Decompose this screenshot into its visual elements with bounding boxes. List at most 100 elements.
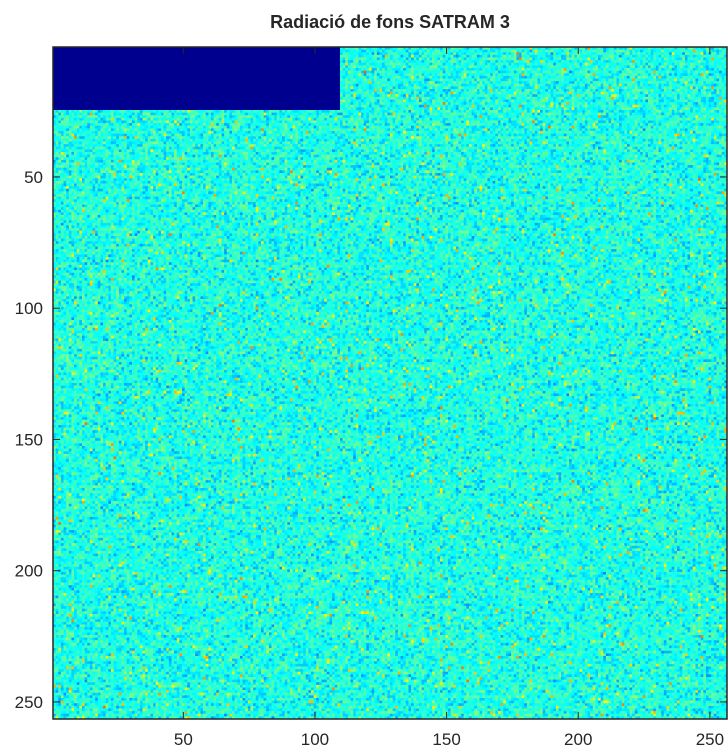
- heatmap-cell: [182, 65, 185, 68]
- heatmap-cell: [82, 55, 85, 58]
- heatmap-cell: [445, 55, 448, 58]
- heatmap-cell: [635, 58, 638, 61]
- heatmap-cell: [116, 63, 119, 66]
- heatmap-cell: [66, 63, 69, 66]
- heatmap-cell: [356, 60, 359, 63]
- heatmap-cell: [108, 65, 111, 68]
- heatmap-cell: [58, 63, 61, 66]
- heatmap-cell: [469, 52, 472, 55]
- heatmap-cell: [477, 65, 480, 68]
- heatmap-cell: [300, 63, 303, 66]
- heatmap-cell: [714, 60, 717, 63]
- heatmap-cell: [648, 63, 651, 66]
- heatmap-cell: [206, 63, 209, 66]
- heatmap-cell: [111, 50, 114, 53]
- heatmap-cell: [90, 55, 93, 58]
- heatmap-cell: [227, 50, 230, 53]
- heatmap-cell: [274, 58, 277, 61]
- heatmap-cell: [295, 60, 298, 63]
- heatmap-cell: [574, 65, 577, 68]
- heatmap-cell: [261, 52, 264, 55]
- heatmap-cell: [403, 68, 406, 71]
- heatmap-cell: [240, 50, 243, 53]
- heatmap-cell: [545, 52, 548, 55]
- heatmap-cell: [429, 68, 432, 71]
- heatmap-cell: [277, 58, 280, 61]
- heatmap-cell: [624, 55, 627, 58]
- heatmap-cell: [308, 50, 311, 53]
- heatmap-cell: [200, 50, 203, 53]
- heatmap-cell: [559, 63, 562, 66]
- heatmap-cell: [532, 55, 535, 58]
- heatmap-cell: [171, 55, 174, 58]
- heatmap-cell: [227, 65, 230, 68]
- heatmap-cell: [245, 65, 248, 68]
- heatmap-cell: [79, 60, 82, 63]
- heatmap-cell: [674, 52, 677, 55]
- heatmap-cell: [266, 65, 269, 68]
- heatmap-cell: [366, 65, 369, 68]
- heatmap-cell: [458, 55, 461, 58]
- heatmap-cell: [174, 68, 177, 71]
- heatmap-cell: [711, 58, 714, 61]
- heatmap-cell: [424, 55, 427, 58]
- heatmap-cell: [690, 50, 693, 53]
- heatmap-cell: [387, 52, 390, 55]
- heatmap-cell: [348, 58, 351, 61]
- heatmap-cell: [477, 50, 480, 53]
- heatmap-cell: [690, 65, 693, 68]
- heatmap-cell: [114, 68, 117, 71]
- heatmap-cell: [603, 55, 606, 58]
- heatmap-cell: [345, 55, 348, 58]
- heatmap-cell: [559, 58, 562, 61]
- heatmap-cell: [298, 55, 301, 58]
- heatmap-cell: [364, 60, 367, 63]
- heatmap-cell: [677, 52, 680, 55]
- heatmap-cell: [498, 65, 501, 68]
- heatmap-cell: [640, 65, 643, 68]
- heatmap-cell: [622, 65, 625, 68]
- heatmap-cell: [90, 58, 93, 61]
- heatmap-cell: [711, 50, 714, 53]
- heatmap-cell: [666, 63, 669, 66]
- heatmap-cell: [401, 55, 404, 58]
- heatmap-cell: [232, 55, 235, 58]
- heatmap-cell: [709, 58, 712, 61]
- heatmap-cell: [277, 65, 280, 68]
- heatmap-cell: [295, 58, 298, 61]
- heatmap-cell: [611, 52, 614, 55]
- heatmap-cell: [490, 55, 493, 58]
- heatmap-cell: [456, 68, 459, 71]
- heatmap-cell: [422, 68, 425, 71]
- heatmap-cell: [145, 68, 148, 71]
- heatmap-cell: [659, 52, 662, 55]
- heatmap-cell: [622, 60, 625, 63]
- heatmap-cell: [243, 58, 246, 61]
- heatmap-cell: [477, 58, 480, 61]
- heatmap-cell: [414, 55, 417, 58]
- heatmap-cell: [532, 60, 535, 63]
- heatmap-cell: [329, 50, 332, 53]
- heatmap-cell: [369, 63, 372, 66]
- heatmap-cell: [227, 58, 230, 61]
- heatmap-cell: [56, 50, 59, 53]
- heatmap-cell: [427, 55, 430, 58]
- heatmap-cell: [648, 60, 651, 63]
- heatmap-cell: [235, 65, 238, 68]
- heatmap-cell: [672, 60, 675, 63]
- heatmap-cell: [248, 55, 251, 58]
- heatmap-cell: [79, 55, 82, 58]
- heatmap-cell: [395, 63, 398, 66]
- heatmap-cell: [651, 52, 654, 55]
- heatmap-cell: [582, 55, 585, 58]
- heatmap-cell: [722, 60, 725, 63]
- heatmap-cell: [653, 52, 656, 55]
- heatmap-cell: [140, 52, 143, 55]
- heatmap-cell: [466, 55, 469, 58]
- heatmap-cell: [243, 52, 246, 55]
- heatmap-cell: [282, 58, 285, 61]
- heatmap-cell: [150, 65, 153, 68]
- heatmap-cell: [377, 52, 380, 55]
- heatmap-cell: [511, 50, 514, 53]
- heatmap-cell: [322, 68, 325, 71]
